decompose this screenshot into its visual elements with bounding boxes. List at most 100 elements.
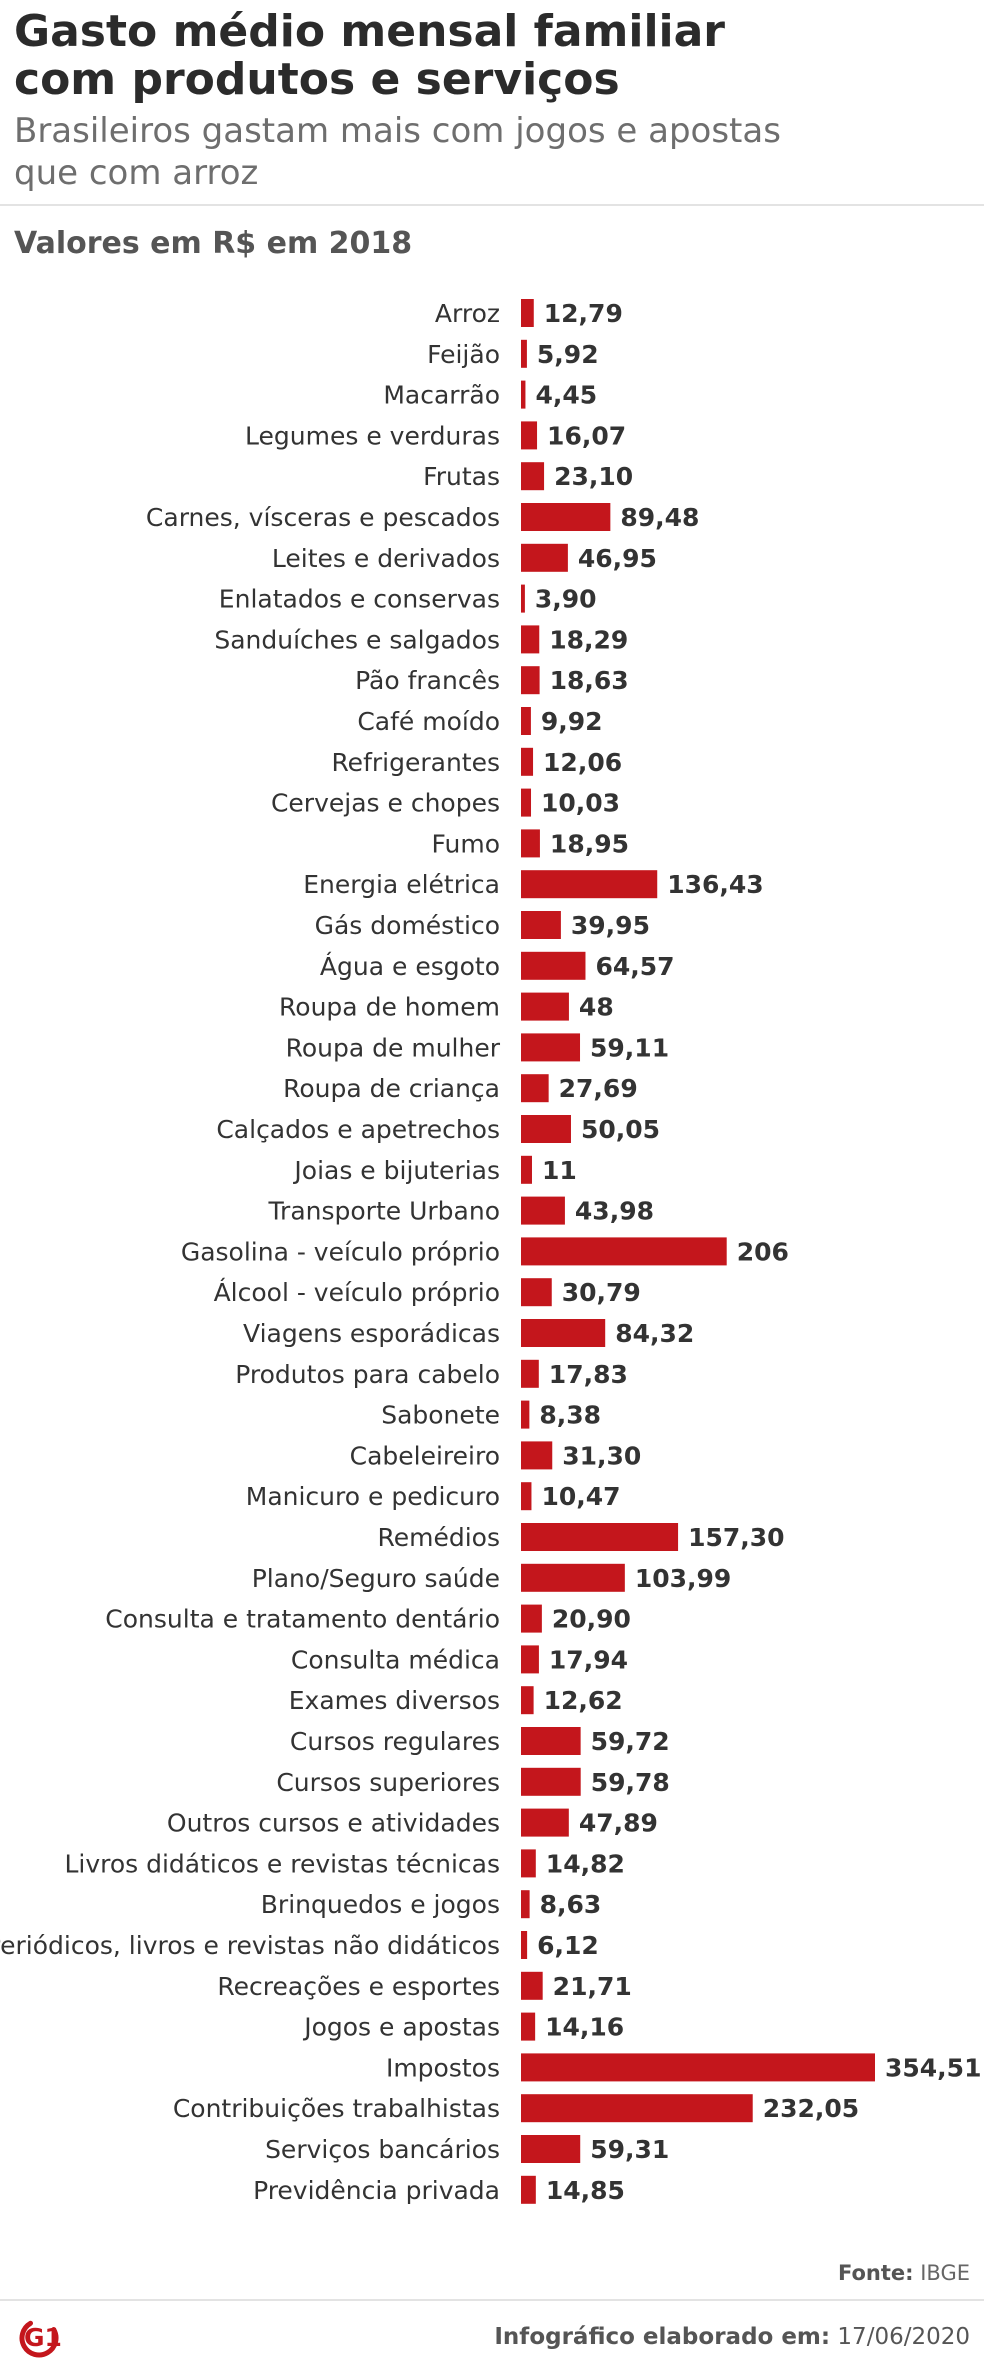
bar-group: Plano/Seguro saúde 103,99 bbox=[252, 1563, 731, 1593]
category-label: Leites e derivados bbox=[272, 544, 500, 573]
value-label: 12,62 bbox=[544, 1686, 623, 1715]
bar bbox=[521, 380, 526, 409]
value-label: 8,63 bbox=[540, 1890, 602, 1919]
bar-group: Manicuro e pedicuro 10,47 bbox=[246, 1482, 621, 1511]
category-label: Periódicos, livros e revistas não didáti… bbox=[0, 1931, 500, 1960]
value-label: 46,95 bbox=[578, 544, 657, 573]
category-label: Roupa de mulher bbox=[286, 1033, 501, 1062]
bar-group: Fumo 18,95 bbox=[431, 829, 629, 858]
category-label: Roupa de homem bbox=[279, 993, 500, 1022]
value-label: 354,51 bbox=[885, 2053, 981, 2082]
value-label: 30,79 bbox=[562, 1278, 641, 1307]
unit-label: Valores em R$ em 2018 bbox=[14, 226, 413, 261]
category-label: Brinquedos e jogos bbox=[261, 1890, 500, 1919]
bar-group: Gasolina - veículo próprio 206 bbox=[181, 1237, 789, 1266]
category-label: Exames diversos bbox=[289, 1686, 500, 1715]
value-label: 4,45 bbox=[535, 381, 597, 410]
bar-group: Gás doméstico 39,95 bbox=[315, 911, 650, 940]
value-label: 14,82 bbox=[546, 1849, 625, 1878]
value-label: 16,07 bbox=[547, 421, 626, 450]
value-label: 5,92 bbox=[537, 340, 599, 369]
bar-group: Enlatados e conservas 3,90 bbox=[219, 584, 597, 614]
bar-group: Café moído 9,92 bbox=[357, 707, 603, 736]
bar bbox=[521, 1237, 727, 1266]
value-label: 136,43 bbox=[667, 870, 763, 899]
category-label: Viagens esporádicas bbox=[243, 1319, 500, 1348]
bar bbox=[521, 1931, 528, 1959]
bar-group: Energia elétrica 136,43 bbox=[303, 870, 764, 899]
value-label: 18,63 bbox=[550, 666, 629, 695]
category-label: Jogos e apostas bbox=[302, 2013, 500, 2042]
bar bbox=[521, 2135, 581, 2163]
category-label: Arroz bbox=[435, 299, 500, 328]
value-label: 59,78 bbox=[591, 1768, 670, 1797]
chart-subtitle-line-1: Brasileiros gastam mais com jogos e apos… bbox=[14, 111, 781, 151]
bar bbox=[521, 1074, 549, 1103]
bar bbox=[521, 1767, 581, 1796]
bar-group: Roupa de mulher 59,11 bbox=[286, 1033, 669, 1062]
bar bbox=[521, 1971, 543, 2000]
value-label: 18,29 bbox=[549, 625, 628, 654]
category-label: Frutas bbox=[423, 462, 500, 491]
bar bbox=[521, 1849, 536, 1878]
bar-group: Macarrão 4,45 bbox=[383, 380, 597, 410]
bar bbox=[521, 462, 545, 491]
category-label: Fumo bbox=[431, 829, 500, 858]
bar-group: Brinquedos e jogos 8,63 bbox=[261, 1890, 602, 1919]
category-label: Serviços bancários bbox=[265, 2135, 500, 2164]
bar-group: Álcool - veículo próprio 30,79 bbox=[214, 1278, 641, 1307]
value-label: 232,05 bbox=[763, 2094, 859, 2123]
bar bbox=[521, 1196, 565, 1225]
value-label: 17,83 bbox=[549, 1360, 628, 1389]
g1-logo: G1 bbox=[19, 2318, 62, 2358]
bar bbox=[521, 625, 540, 654]
logo-ring bbox=[19, 2318, 59, 2358]
bar bbox=[521, 1604, 542, 1633]
bar bbox=[521, 584, 525, 613]
category-label: Café moído bbox=[357, 707, 500, 736]
value-label: 10,03 bbox=[541, 789, 620, 818]
bar-group: Viagens esporádicas 84,32 bbox=[243, 1319, 694, 1348]
bar-group: Sanduíches e salgados 18,29 bbox=[214, 625, 628, 654]
bar-group: Outros cursos e atividades 47,89 bbox=[167, 1808, 658, 1838]
value-label: 48 bbox=[579, 993, 614, 1022]
bar-group: Jogos e apostas 14,16 bbox=[302, 2012, 624, 2042]
value-label: 9,92 bbox=[541, 707, 603, 736]
category-label: Outros cursos e atividades bbox=[167, 1809, 500, 1838]
bar-group: Livros didáticos e revistas técnicas 14,8… bbox=[64, 1849, 625, 1878]
bar bbox=[521, 1523, 679, 1551]
bar-chart: Arroz 12,79 Feijão 5,92 Macarrão 4,45 Legumes … bbox=[0, 299, 981, 2205]
category-label: Legumes e verduras bbox=[245, 421, 500, 450]
bar-group: Previdência privada 14,85 bbox=[253, 2175, 625, 2205]
value-label: 18,95 bbox=[550, 829, 629, 858]
value-label: 10,47 bbox=[541, 1482, 620, 1511]
category-label: Álcool - veículo próprio bbox=[214, 1278, 500, 1307]
bar-group: Refrigerantes 12,06 bbox=[331, 747, 622, 777]
value-label: 17,94 bbox=[549, 1645, 628, 1674]
bar-group: Produtos para cabelo 17,83 bbox=[235, 1359, 628, 1389]
bar bbox=[521, 747, 534, 776]
bar-group: Cursos superiores 59,78 bbox=[276, 1767, 670, 1797]
category-label: Livros didáticos e revistas técnicas bbox=[64, 1849, 500, 1878]
bar-group: Calçados e apetrechos 50,05 bbox=[216, 1115, 660, 1144]
bar bbox=[521, 1645, 539, 1674]
bar bbox=[521, 666, 540, 695]
category-label: Gás doméstico bbox=[315, 911, 500, 940]
bar-group: Transporte Urbano 43,98 bbox=[267, 1196, 654, 1226]
chart-subtitle-line-2: que com arroz bbox=[14, 153, 259, 193]
bar-group: Cursos regulares 59,72 bbox=[290, 1727, 670, 1756]
bar-group: Contribuições trabalhistas 232,05 bbox=[173, 2094, 859, 2123]
category-label: Gasolina - veículo próprio bbox=[181, 1237, 500, 1266]
bar-group: Cervejas e chopes 10,03 bbox=[271, 788, 620, 818]
bar bbox=[521, 1359, 539, 1388]
category-label: Macarrão bbox=[383, 381, 500, 410]
bar bbox=[521, 1686, 534, 1715]
value-label: 206 bbox=[737, 1237, 789, 1266]
bar bbox=[521, 1319, 606, 1347]
bar bbox=[521, 1890, 530, 1919]
category-label: Energia elétrica bbox=[303, 870, 500, 899]
chart-title-line-1: Gasto médio mensal familiar bbox=[14, 6, 726, 57]
value-label: 43,98 bbox=[575, 1197, 654, 1226]
chart-subtitle: Brasileiros gastam mais com jogos e apos… bbox=[14, 110, 974, 194]
bar-group: Roupa de homem 48 bbox=[279, 992, 614, 1022]
